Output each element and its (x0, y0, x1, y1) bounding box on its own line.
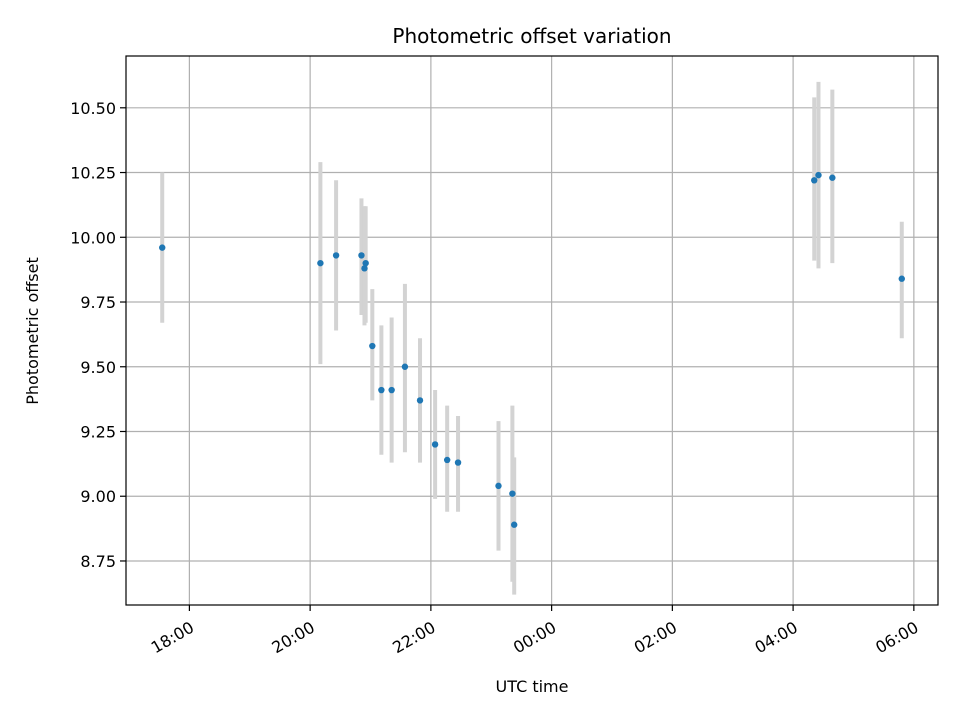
data-points (159, 171, 905, 528)
y-tick-label: 9.00 (80, 487, 116, 506)
data-point (369, 342, 376, 350)
data-point (509, 490, 516, 497)
data-point (401, 363, 409, 370)
x-tick-label: 22:00 (389, 618, 438, 658)
grid (126, 56, 938, 605)
x-tick-label: 02:00 (631, 618, 680, 658)
y-tick-label: 10.25 (70, 164, 116, 183)
data-point (495, 482, 502, 490)
plot-area-frame (125, 55, 939, 606)
data-point (829, 174, 836, 181)
y-tick-label: 10.50 (70, 99, 116, 118)
x-axis-label: UTC time (496, 677, 569, 696)
data-point (317, 259, 324, 267)
x-tick-label: 06:00 (872, 618, 921, 658)
data-point (898, 275, 905, 282)
y-tick-label: 9.75 (80, 293, 116, 312)
y-tick-label: 9.50 (80, 358, 116, 377)
chart-title: Photometric offset variation (392, 24, 671, 48)
x-axis-ticks: 18:00 20:00 22:00 00:00 02:00 04:00 06:00 (148, 605, 922, 657)
y-tick-label: 9.25 (80, 422, 116, 441)
data-point (443, 456, 451, 464)
data-point (416, 397, 424, 404)
y-axis-ticks: 8.75 9.00 9.25 9.50 9.75 10.00 10.25 10.50 (70, 99, 126, 571)
data-point (378, 386, 385, 394)
y-tick-label: 10.00 (70, 228, 116, 247)
data-point (454, 459, 462, 466)
x-tick-label: 20:00 (269, 618, 318, 658)
data-point (388, 386, 395, 394)
data-point (431, 441, 439, 448)
data-point (510, 521, 518, 528)
error-bars (160, 81, 904, 595)
data-point (815, 171, 822, 179)
y-axis-label: Photometric offset (23, 257, 42, 405)
data-point (332, 252, 340, 259)
data-point (362, 259, 369, 267)
data-point (159, 244, 166, 251)
x-tick-label: 18:00 (148, 618, 197, 658)
data-point (358, 252, 365, 259)
data-point (361, 265, 368, 272)
data-point (811, 177, 818, 184)
y-tick-label: 8.75 (80, 552, 116, 571)
x-tick-label: 00:00 (510, 618, 559, 658)
x-tick-label: 04:00 (751, 618, 800, 658)
